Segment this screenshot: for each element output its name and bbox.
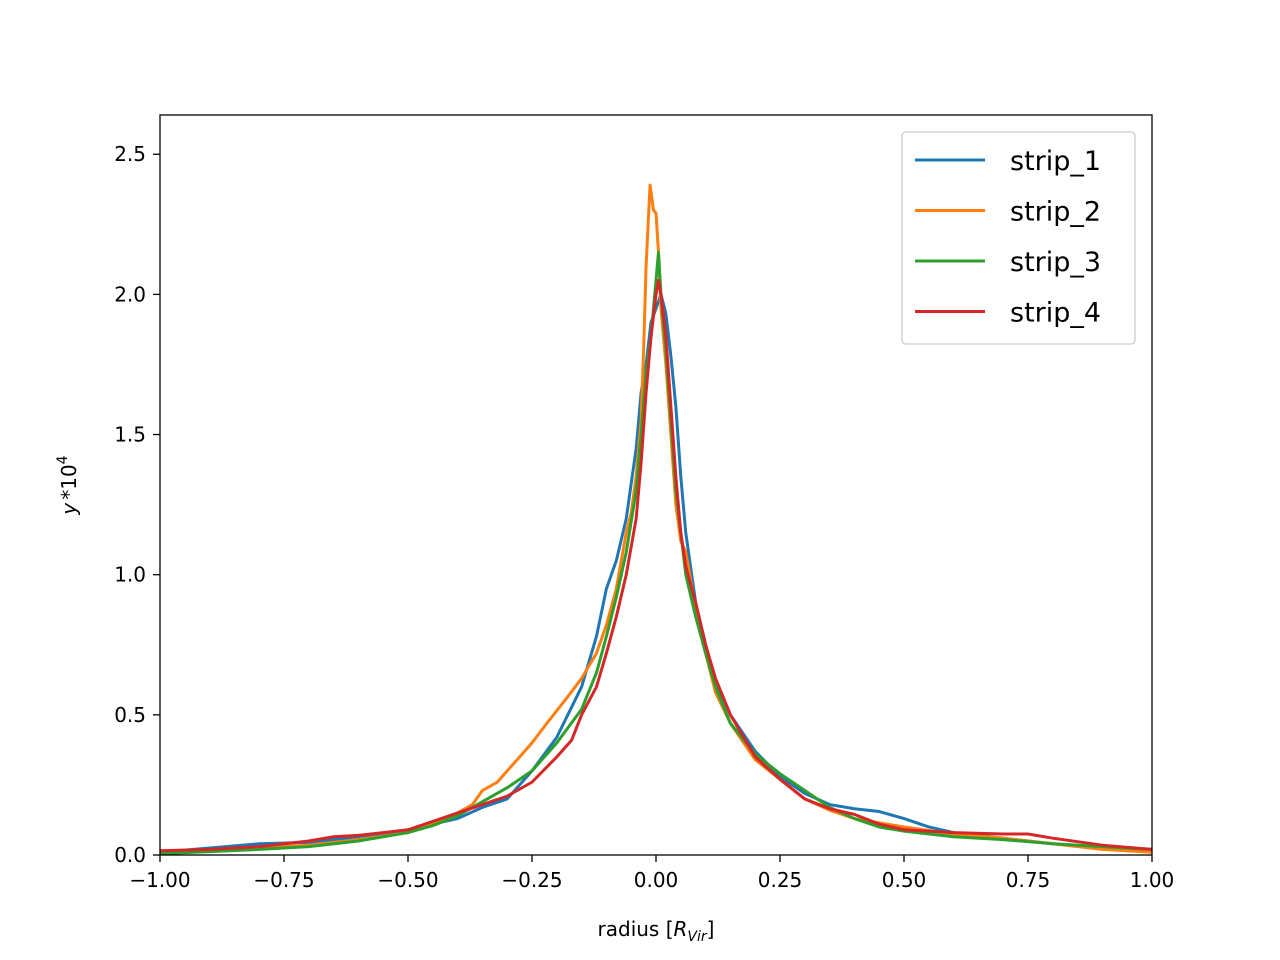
x-tick-label: −0.50 xyxy=(377,868,438,892)
x-tick-label: −0.25 xyxy=(501,868,562,892)
y-tick-label: 0.5 xyxy=(114,703,146,727)
legend-items: strip_1 strip_2 strip_3 strip_4 xyxy=(915,146,1101,329)
y-tick-label: 2.0 xyxy=(114,282,146,306)
x-axis-label: radius [RVir] xyxy=(598,917,715,945)
legend-label: strip_3 xyxy=(1010,247,1101,278)
y-tick-label: 0.0 xyxy=(114,843,146,867)
legend-label: strip_4 xyxy=(1010,298,1101,329)
legend-label: strip_2 xyxy=(1010,197,1101,228)
x-tick-label: 0.25 xyxy=(758,868,803,892)
x-tick-label: −1.00 xyxy=(129,868,190,892)
series-layer xyxy=(160,183,1152,855)
x-tick-label: 1.00 xyxy=(1130,868,1175,892)
x-tick-label: 0.00 xyxy=(634,868,679,892)
x-tick-label: 0.50 xyxy=(882,868,927,892)
x-tick-label: 0.75 xyxy=(1006,868,1051,892)
legend: strip_1 strip_2 strip_3 strip_4 xyxy=(901,131,1136,345)
legend-box xyxy=(901,131,1136,345)
y-axis-label: y*104 xyxy=(55,455,81,515)
plot-frame xyxy=(159,114,1153,856)
x-tick-label: −0.75 xyxy=(253,868,314,892)
x-axis-ticks: −1.00 −0.75 −0.50 −0.25 0.00 0.25 0.50 0.75 1.00 xyxy=(129,855,1174,892)
series-line-strip-4 xyxy=(160,278,1152,853)
legend-label: strip_1 xyxy=(1010,146,1101,177)
y-tick-label: 1.5 xyxy=(114,423,146,447)
y-tick-label: 2.5 xyxy=(114,142,146,166)
y-tick-label: 1.0 xyxy=(114,563,146,587)
y-axis-ticks: 0.0 0.5 1.0 1.5 2.0 2.5 xyxy=(114,142,160,867)
